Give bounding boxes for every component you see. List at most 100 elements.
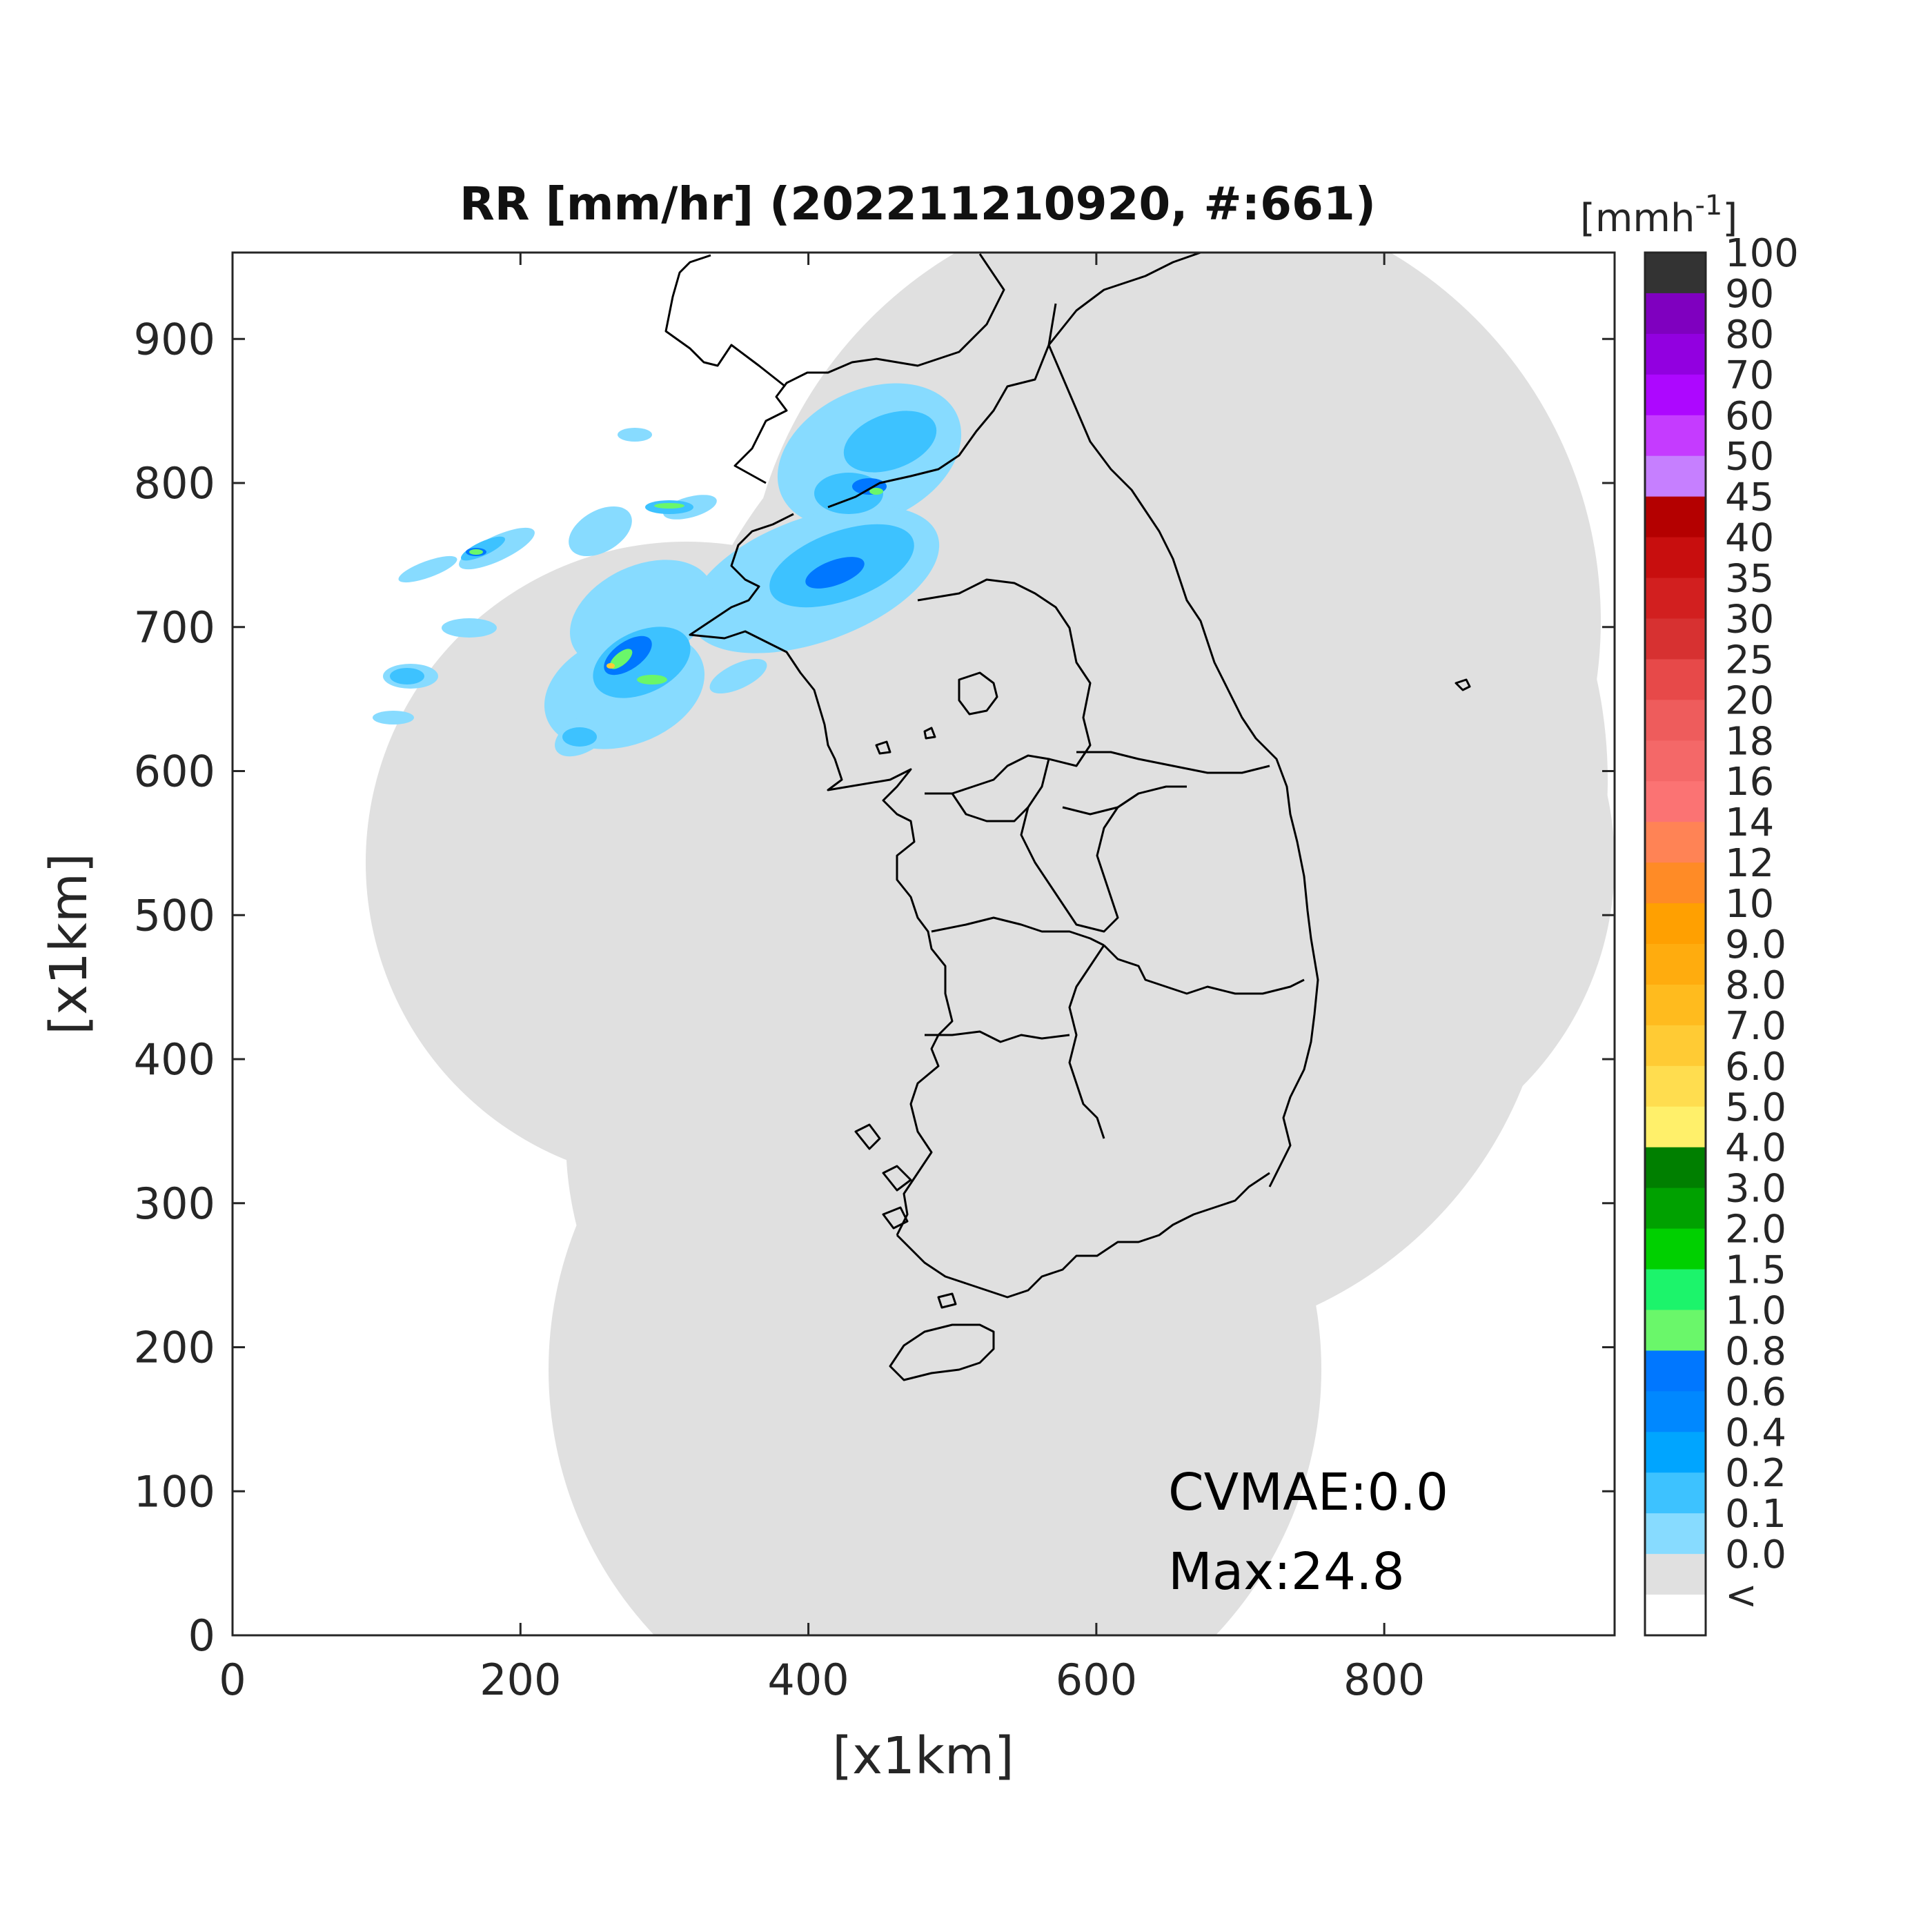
y-tick-label: 800	[134, 458, 215, 509]
colorbar-swatch	[1645, 1147, 1706, 1189]
y-tick-label: 200	[134, 1323, 215, 1373]
precipitation-echoes	[373, 383, 962, 757]
colorbar-label: 0.8	[1725, 1329, 1786, 1374]
colorbar-swatch	[1645, 1106, 1706, 1148]
colorbar-label: 0.4	[1725, 1410, 1786, 1455]
north-korea-coast-nw	[664, 254, 786, 388]
colorbar-label: 0.6	[1725, 1370, 1786, 1414]
radar-coverage-se	[724, 518, 1552, 1346]
y-tick-label: 700	[134, 602, 215, 653]
colorbar-label: 45	[1725, 475, 1774, 520]
y-tick-label: 400	[134, 1034, 215, 1085]
y-tick-label: 100	[134, 1466, 215, 1517]
boundary-seoul-gyeonggi	[917, 578, 1092, 795]
colorbar-swatch	[1645, 944, 1706, 985]
island-sw-1	[854, 1123, 881, 1150]
island-sw-2	[882, 1165, 912, 1192]
colorbar-label: 25	[1725, 638, 1774, 682]
colorbar-swatch	[1645, 1310, 1706, 1351]
colorbar-swatch	[1645, 618, 1706, 660]
colorbar-swatch	[1645, 1391, 1706, 1432]
boundary-daegu	[1062, 792, 1139, 816]
boundary-chungnam	[951, 793, 1029, 822]
colorbar-swatch	[1645, 578, 1706, 619]
colorbar-label: 50	[1725, 435, 1774, 480]
colorbar-unit: [mmh-1]	[1580, 190, 1737, 241]
colorbar-label: 0.0	[1725, 1532, 1786, 1577]
colorbar-swatch	[1645, 496, 1706, 538]
x-tick-label: 600	[1056, 1655, 1137, 1705]
colorbar-labels: 100908070605045403530252018161412109.08.…	[1725, 231, 1799, 1618]
x-tick-label: 800	[1343, 1655, 1425, 1705]
boundary-gangwon	[1076, 751, 1270, 774]
island-w-2	[923, 727, 936, 740]
island-jeju	[889, 1323, 995, 1381]
colorbar-label: 9.0	[1725, 923, 1786, 967]
colorbar-swatch	[1645, 293, 1706, 335]
colorbar-swatch	[1645, 1595, 1706, 1636]
boundary-sejong-daejeon	[958, 671, 998, 716]
max-annotation: Max:24.8	[1168, 1542, 1405, 1601]
colorbar-label: 0.2	[1725, 1451, 1786, 1496]
colorbar-label: 40	[1725, 516, 1774, 561]
colorbar-swatch	[1645, 1350, 1706, 1392]
colorbar-label: 90	[1725, 272, 1774, 317]
colorbar-swatch	[1645, 415, 1706, 457]
colorbar-swatch	[1645, 1269, 1706, 1310]
colorbar-swatch	[1645, 984, 1706, 1026]
y-tick-label: 300	[134, 1179, 215, 1229]
y-tick-label: 0	[188, 1610, 215, 1661]
y-tick-label: 600	[134, 747, 215, 797]
boundary-jeonnam	[925, 1030, 1070, 1043]
colorbar-label: 30	[1725, 597, 1774, 642]
colorbar-label: 1.0	[1725, 1288, 1786, 1333]
plot-frame	[231, 251, 1616, 1637]
cvmae-annotation: CVMAE:0.0	[1168, 1463, 1448, 1522]
colorbar-label: 6.0	[1725, 1045, 1786, 1090]
colorbar-swatch	[1645, 1432, 1706, 1473]
west-coast	[689, 513, 954, 1236]
x-tick-label: 400	[767, 1655, 849, 1705]
x-axis-label: [x1km]	[832, 1726, 1014, 1786]
echo-intense	[469, 488, 883, 684]
south-coast	[896, 1172, 1270, 1299]
colorbar-label: 8.0	[1725, 963, 1786, 1008]
island-w-1	[875, 740, 891, 755]
island-ulleung	[1455, 678, 1471, 691]
colorbar-swatch	[1645, 862, 1706, 904]
echo-peak	[607, 663, 615, 669]
colorbar-label: 4.0	[1725, 1126, 1786, 1171]
colorbar-swatch	[1645, 659, 1706, 700]
colorbar-swatch	[1645, 700, 1706, 741]
colorbar-label: 80	[1725, 313, 1774, 357]
x-tick-label: 0	[219, 1655, 246, 1705]
colorbar-swatch	[1645, 1472, 1706, 1514]
colorbar: [mmh-1] 10090807060504540353025201816141…	[1580, 190, 1799, 1637]
colorbar-swatch	[1645, 1228, 1706, 1270]
boundary-gyeongbuk	[1103, 944, 1305, 995]
boundaries	[664, 253, 1471, 1381]
north-border	[733, 253, 1005, 484]
colorbar-label: 18	[1725, 719, 1774, 764]
y-tick-label: 500	[134, 890, 215, 940]
colorbar-label: 35	[1725, 557, 1774, 602]
colorbar-label: 20	[1725, 678, 1774, 723]
colorbar-label: 70	[1725, 353, 1774, 398]
colorbar-label: 14	[1725, 800, 1774, 845]
colorbar-label: 10	[1725, 882, 1774, 927]
chart-title: RR [mm/hr] (202211210920, #:661)	[460, 177, 1376, 230]
colorbar-swatch	[1645, 537, 1706, 579]
colorbar-label: 1.5	[1725, 1248, 1786, 1293]
colorbar-swatch	[1645, 374, 1706, 416]
colorbar-swatch	[1645, 822, 1706, 863]
colorbar-swatch	[1645, 455, 1706, 497]
colorbar-swatch	[1645, 1187, 1706, 1230]
colorbar-swatch	[1645, 781, 1706, 822]
colorbar-label: 60	[1725, 394, 1774, 439]
colorbar-swatch	[1645, 1554, 1706, 1595]
dmz-line	[827, 253, 1201, 509]
colorbar-label: 12	[1725, 841, 1774, 886]
plot-area	[231, 251, 1616, 1637]
colorbar-swatches	[1645, 253, 1706, 1636]
boundary-jeonnam-gyeongnam	[1068, 945, 1105, 1139]
